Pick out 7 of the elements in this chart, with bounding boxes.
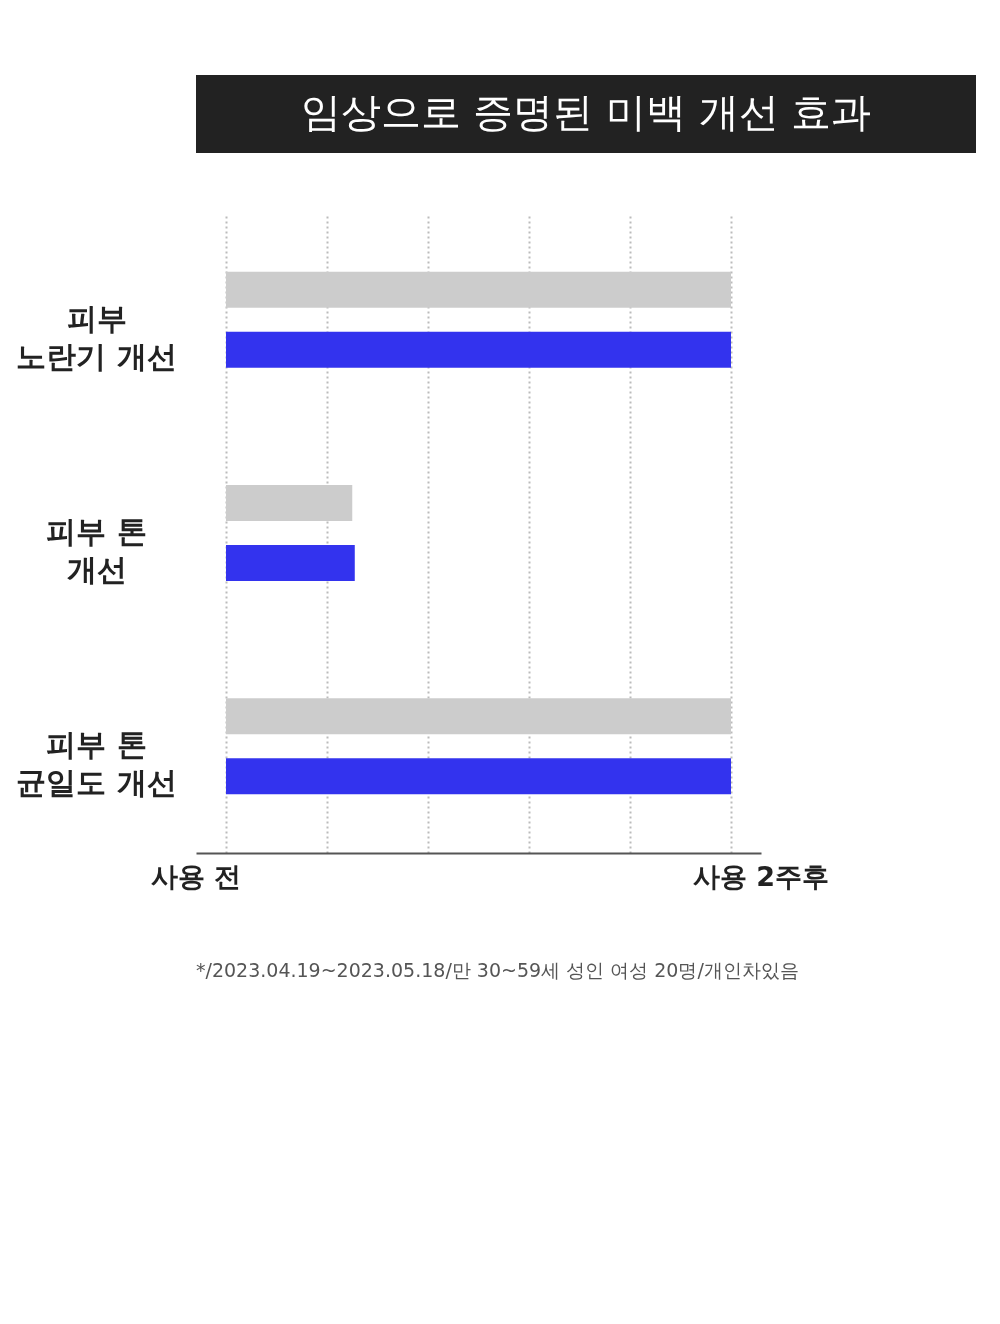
y-tick-label: 피부 노란기 개선 xyxy=(16,300,177,374)
text: */2023.04.19~2023.05.18/만 30~59세 성인 여성 20명/개인차있음 xyxy=(196,959,799,981)
y-tick-label: 피부 톤 개선 xyxy=(46,514,147,587)
text: 사용 2주후 xyxy=(692,861,830,892)
text: 사용 전 xyxy=(150,861,242,892)
y-tick-label: 피부 톤 균일도 개선 xyxy=(16,727,177,801)
chart-title: 임상으로 증명된 미백 개선 효과 xyxy=(300,89,872,135)
